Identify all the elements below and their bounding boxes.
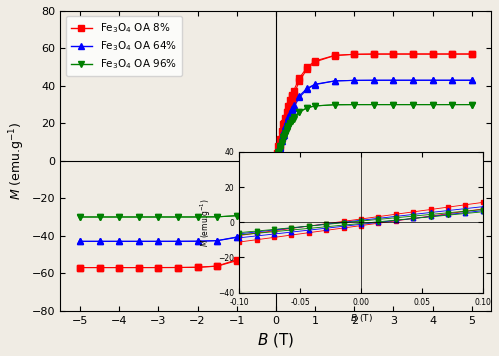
Legend: Fe$_3$O$_4$ OA 8%, Fe$_3$O$_4$ OA 64%, Fe$_3$O$_4$ OA 96%: Fe$_3$O$_4$ OA 8%, Fe$_3$O$_4$ OA 64%, F… — [66, 16, 182, 76]
Y-axis label: $M$ (emu.g$^{-1}$): $M$ (emu.g$^{-1}$) — [7, 121, 26, 200]
X-axis label: $B$ (T): $B$ (T) — [257, 331, 294, 349]
